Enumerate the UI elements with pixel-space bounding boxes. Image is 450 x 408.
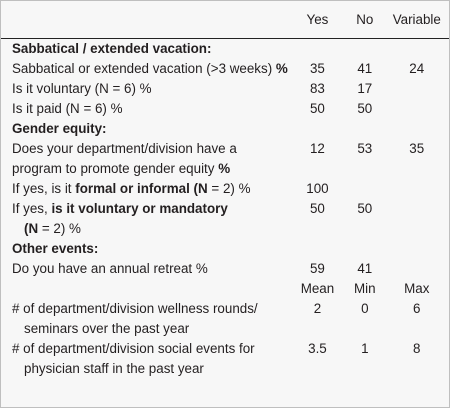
header-blank <box>1 1 290 39</box>
cell-variable <box>385 179 449 199</box>
header-yes: Yes <box>306 12 329 27</box>
table-row: Is it voluntary (N = 6) % 83 17 <box>1 79 449 99</box>
row-suffix: = 2) % <box>207 181 251 196</box>
row-line2-bold: (N <box>24 221 39 236</box>
survey-table: Yes No Variable Sabbatical / extended va… <box>1 1 449 379</box>
row-label: Sabbatical or extended vacation (>3 week… <box>1 59 290 79</box>
cell-yes: 12 <box>309 141 325 156</box>
cell-yes: 83 <box>309 81 325 96</box>
cell-variable <box>385 79 449 99</box>
row-label-line1: # of department/division wellness rounds… <box>12 301 258 316</box>
row-label: Does your department/division have a prog… <box>1 139 290 179</box>
row-label: Do you have an annual retreat % <box>12 261 208 276</box>
cell-no: 41 <box>357 261 373 276</box>
sabbatical-heading: Sabbatical / extended vacation: <box>1 38 449 59</box>
cell-yes: 59 <box>309 261 325 276</box>
subheader-row: Mean Min Max <box>1 279 449 299</box>
table-row: If yes, is it voluntary or mandatory (N =… <box>1 199 449 239</box>
row-line2-suffix: = 2) % <box>38 221 81 236</box>
subheader-min: Min <box>354 281 376 296</box>
row-unit: % <box>275 61 288 76</box>
cell-min: 1 <box>361 341 369 356</box>
row-prefix: If yes, is it <box>12 181 76 196</box>
row-label-line1: # of department/division social events f… <box>12 341 255 356</box>
header-variable: Variable <box>392 12 441 27</box>
row-label-line2: seminars over the past year <box>24 321 190 336</box>
row-label: # of department/division wellness rounds… <box>1 299 290 339</box>
cell-max: 8 <box>413 341 421 356</box>
cell-variable <box>385 259 449 279</box>
row-bold: formal or informal (N <box>75 181 208 196</box>
cell-no: 50 <box>357 101 373 116</box>
row-label: # of department/division social events f… <box>1 339 290 379</box>
subheader-mean: Mean <box>300 281 335 296</box>
table-row: Is it paid (N = 6) % 50 50 <box>1 99 449 119</box>
gender-heading: Gender equity: <box>12 121 107 136</box>
row-label: If yes, is it voluntary or mandatory (N =… <box>1 199 290 239</box>
row-label-line2: program to promote gender equity <box>12 161 215 176</box>
row-label: If yes, is it formal or informal (N = 2)… <box>1 179 290 199</box>
row-line2: (N = 2) % <box>12 219 81 239</box>
cell-variable: 35 <box>409 141 425 156</box>
section-heading-row: Other events: <box>1 239 449 259</box>
cell-yes: 100 <box>306 181 329 196</box>
table-row: Do you have an annual retreat % 59 41 <box>1 259 449 279</box>
cell-mean: 3.5 <box>308 341 327 356</box>
cell-yes: 35 <box>309 61 325 76</box>
table-row: If yes, is it formal or informal (N = 2)… <box>1 179 449 199</box>
row-label: Is it paid (N = 6) % <box>12 101 123 116</box>
cell-variable <box>385 199 449 239</box>
subheader-max: Max <box>404 281 430 296</box>
cell-no: 17 <box>357 81 373 96</box>
table-row: # of department/division social events f… <box>1 339 449 379</box>
row-label: Is it voluntary (N = 6) % <box>12 81 152 96</box>
cell-max: 6 <box>413 301 421 316</box>
row-unit: % <box>218 161 231 176</box>
row-label-line2: physician staff in the past year <box>24 361 204 376</box>
table-header-row: Yes No Variable <box>1 1 449 39</box>
cell-no: 53 <box>357 141 373 156</box>
cell-no <box>345 179 384 199</box>
table-row: # of department/division wellness rounds… <box>1 299 449 339</box>
cell-min: 0 <box>361 301 369 316</box>
table-row: Sabbatical or extended vacation (>3 week… <box>1 59 449 79</box>
subheader-blank <box>1 279 290 299</box>
other-heading: Other events: <box>12 241 99 256</box>
section-heading-row: Gender equity: <box>1 119 449 139</box>
row-bold: is it voluntary or mandatory <box>51 201 228 216</box>
row-label-line1: Does your department/division have a <box>12 141 237 156</box>
cell-variable: 24 <box>409 61 425 76</box>
cell-variable <box>385 99 449 119</box>
cell-no: 41 <box>357 61 373 76</box>
cell-yes: 50 <box>309 101 325 116</box>
section-heading-row: Sabbatical / extended vacation: <box>1 38 449 59</box>
row-prefix: If yes, <box>12 201 52 216</box>
header-no: No <box>356 12 374 27</box>
cell-yes: 50 <box>309 201 325 216</box>
cell-mean: 2 <box>313 301 322 316</box>
row-label-text: Sabbatical or extended vacation (>3 week… <box>12 61 273 76</box>
table-row: Does your department/division have a prog… <box>1 139 449 179</box>
cell-no: 50 <box>357 201 373 216</box>
